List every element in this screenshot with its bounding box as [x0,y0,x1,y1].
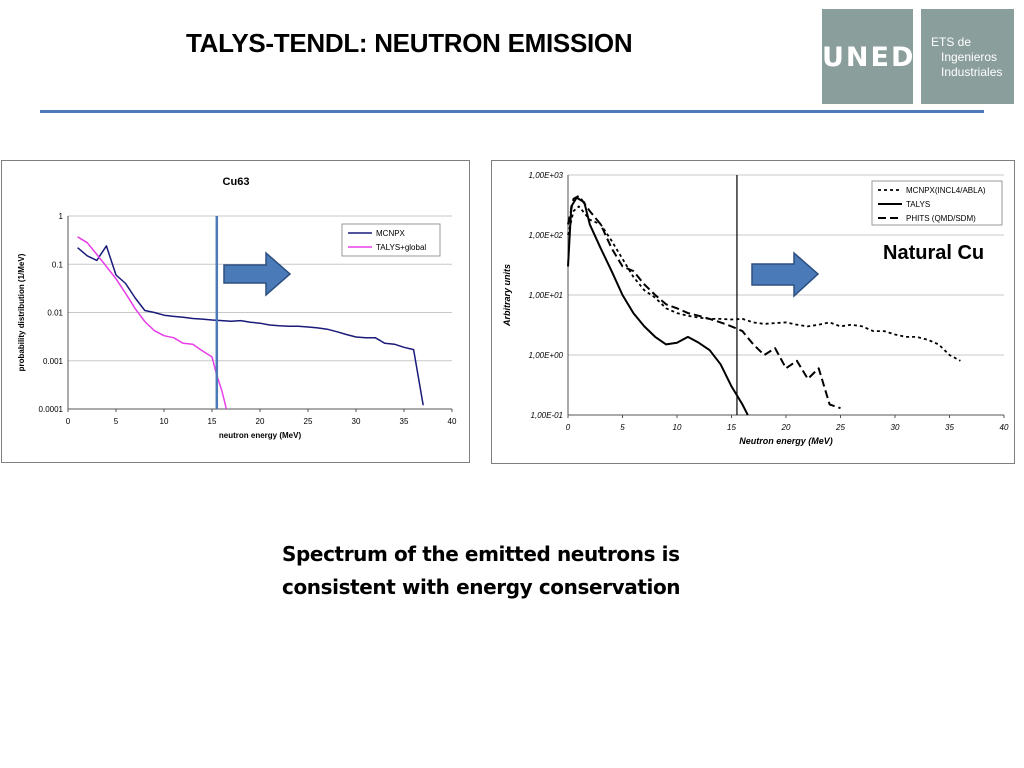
y-axis-label: probability distribution (1/MeV) [17,253,26,371]
y-tick-label: 1,00E+02 [529,231,564,240]
legend-entry: PHITS (QMD/SDM) [906,214,976,223]
y-tick-label: 0.001 [43,357,64,366]
x-tick-label: 20 [256,417,265,426]
caption-line-1: Spectrum of the emitted neutrons is [282,542,680,566]
series-line [567,205,961,362]
series-line [567,194,841,410]
series-line [77,236,228,410]
x-axis-label: Neutron energy (MeV) [739,436,833,446]
ets-logo-line-1: ETS de [931,35,972,49]
ets-logo-text: ETS de Ingenieros Industriales [931,35,1011,80]
x-tick-label: 15 [208,417,217,426]
x-tick-label: 20 [781,423,791,432]
y-tick-label: 0.0001 [39,405,64,414]
x-tick-label: 15 [727,423,736,432]
ets-logo: ETS de Ingenieros Industriales [921,9,1014,104]
series-line [567,196,749,416]
x-tick-label: 40 [1000,423,1009,432]
legend-entry: TALYS [906,200,930,209]
natural-cu-chart-panel: 1,00E-01 1,00E+00 1,00E+01 1,00E+02 1,00E+03… [491,160,1015,464]
chart-title: Cu63 [223,176,250,188]
ets-logo-line-2: Ingenieros [941,50,998,64]
y-tick-label: 0.01 [47,309,63,318]
uned-logo: UNED [822,9,913,104]
y-tick-label: 1,00E+03 [529,171,564,180]
legend-entry: MCNPX(INCL4/ABLA) [906,186,986,195]
slide-title: TALYS-TENDL: NEUTRON EMISSION [186,28,633,58]
natural-cu-label: Natural Cu [883,242,985,264]
slide-caption: Spectrum of the emitted neutrons is cons… [282,538,681,604]
y-tick-label: 1,00E+01 [529,291,563,300]
ets-logo-line-3: Industriales [941,65,1003,79]
x-tick-label: 10 [160,417,169,426]
y-tick-label: 1,00E+00 [529,351,564,360]
y-tick-label: 0.1 [52,260,64,269]
uned-logo-text: UNED [822,42,916,73]
x-tick-label: 0 [66,417,71,426]
x-tick-label: 5 [114,417,119,426]
x-tick-label: 25 [304,417,313,426]
x-tick-label: 5 [620,423,625,432]
x-tick-label: 10 [673,423,682,432]
x-tick-label: 35 [945,423,954,432]
y-tick-label: 1,00E-01 [531,411,563,420]
caption-line-2: consistent with energy conservation [282,575,681,599]
x-axis-label: neutron energy (MeV) [219,431,302,440]
x-tick-label: 30 [352,417,361,426]
x-tick-label: 30 [891,423,900,432]
series-line [77,245,424,406]
y-axis-label: Arbitrary units [502,264,512,327]
x-tick-label: 0 [566,423,571,432]
y-tick-label: 1 [59,212,64,221]
legend-entry: MCNPX [376,229,406,238]
x-tick-label: 40 [448,417,457,426]
title-rule [40,110,984,113]
natural-cu-chart: 1,00E-01 1,00E+00 1,00E+01 1,00E+02 1,00E+03… [502,171,1009,446]
legend-entry: TALYS+global [376,243,426,252]
x-tick-label: 25 [835,423,845,432]
legend-box [341,223,441,257]
cu63-chart-panel: Cu63 0.0001 0.001 0.01 0.1 1 0 5 10 15 20 25 30 35 40 n… [1,160,470,463]
x-tick-label: 35 [400,417,409,426]
